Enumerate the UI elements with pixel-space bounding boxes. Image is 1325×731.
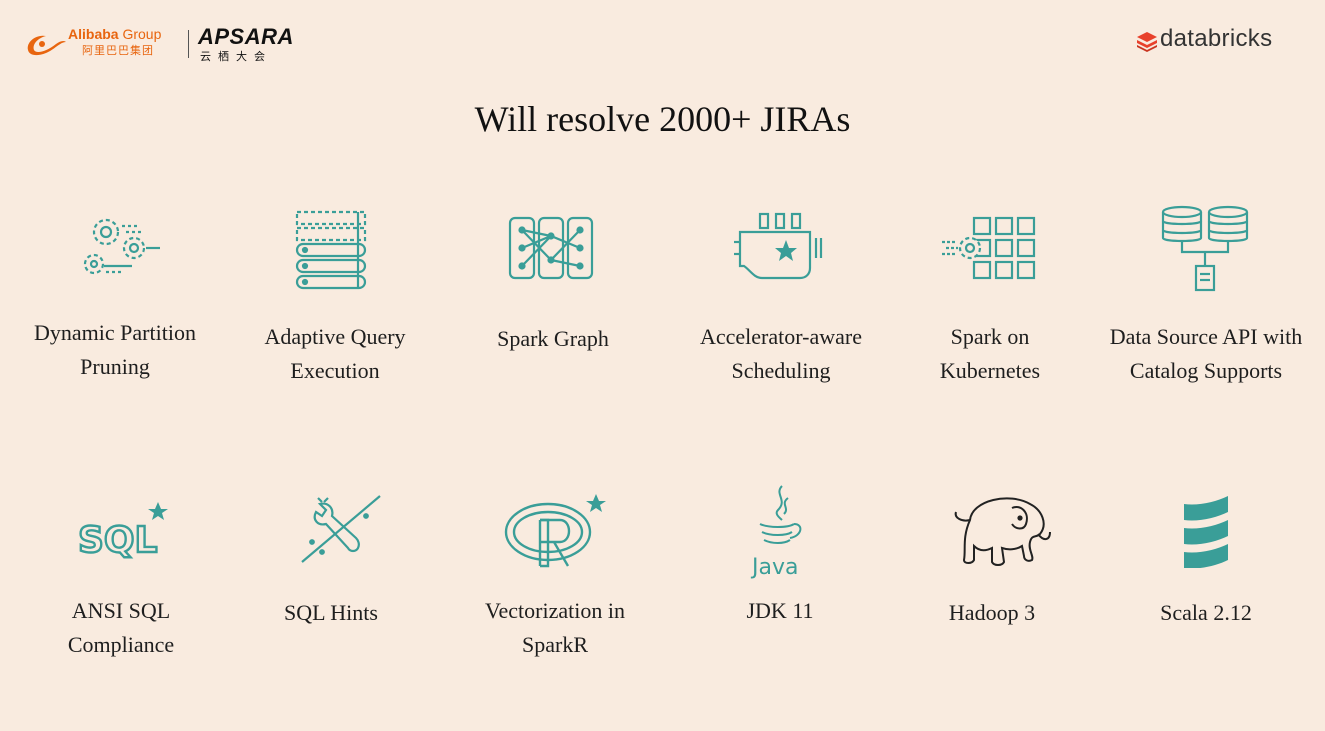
databases-icon	[1160, 204, 1252, 296]
alibaba-group-chinese-name: 阿里巴巴集团	[82, 44, 154, 57]
java-logo-icon: Java	[748, 484, 808, 580]
r-logo-star-icon	[502, 492, 608, 570]
feature-label: Data Source API with Catalog Supports	[1109, 324, 1303, 383]
alibaba-group-name: Alibaba Group	[68, 26, 162, 42]
feature-label: ANSI SQL Compliance	[67, 598, 175, 657]
stacked-layers-icon	[294, 210, 370, 292]
feature-label: Spark on Kubernetes	[939, 324, 1041, 383]
alibaba-group-logo: Alibaba Group 阿里巴巴集团	[24, 26, 184, 62]
logo-divider	[188, 30, 189, 58]
databricks-stack-icon	[1137, 32, 1157, 52]
feature-label: JDK 11	[746, 598, 814, 623]
gpu-card-icon	[732, 210, 824, 282]
feature-label: Vectorization in SparkR	[485, 598, 625, 657]
gears-icon	[80, 210, 164, 280]
feature-label: Hadoop 3	[948, 600, 1036, 625]
gear-grid-icon	[940, 214, 1040, 282]
alibaba-swoosh-icon	[27, 35, 66, 56]
feature-label: Scala 2.12	[1160, 600, 1252, 625]
graph-network-icon	[508, 214, 594, 282]
wrench-screwdriver-icon	[298, 494, 382, 566]
page-title: Will resolve 2000+ JIRAs	[474, 99, 851, 139]
apsara-conference-logo: APSARA 云栖大会	[198, 24, 294, 63]
svg-text:Java: Java	[750, 555, 798, 580]
svg-text:SQL: SQL	[78, 520, 157, 561]
sql-star-icon: SQL	[76, 500, 172, 562]
scala-logo-icon	[1182, 494, 1230, 568]
feature-label: Adaptive Query Execution	[264, 324, 406, 383]
feature-label: SQL Hints	[284, 600, 378, 625]
feature-label: Dynamic Partition Pruning	[34, 320, 196, 379]
feature-label: Spark Graph	[497, 326, 609, 351]
feature-label: Accelerator-aware Scheduling	[700, 324, 862, 383]
hadoop-elephant-icon	[950, 490, 1054, 572]
